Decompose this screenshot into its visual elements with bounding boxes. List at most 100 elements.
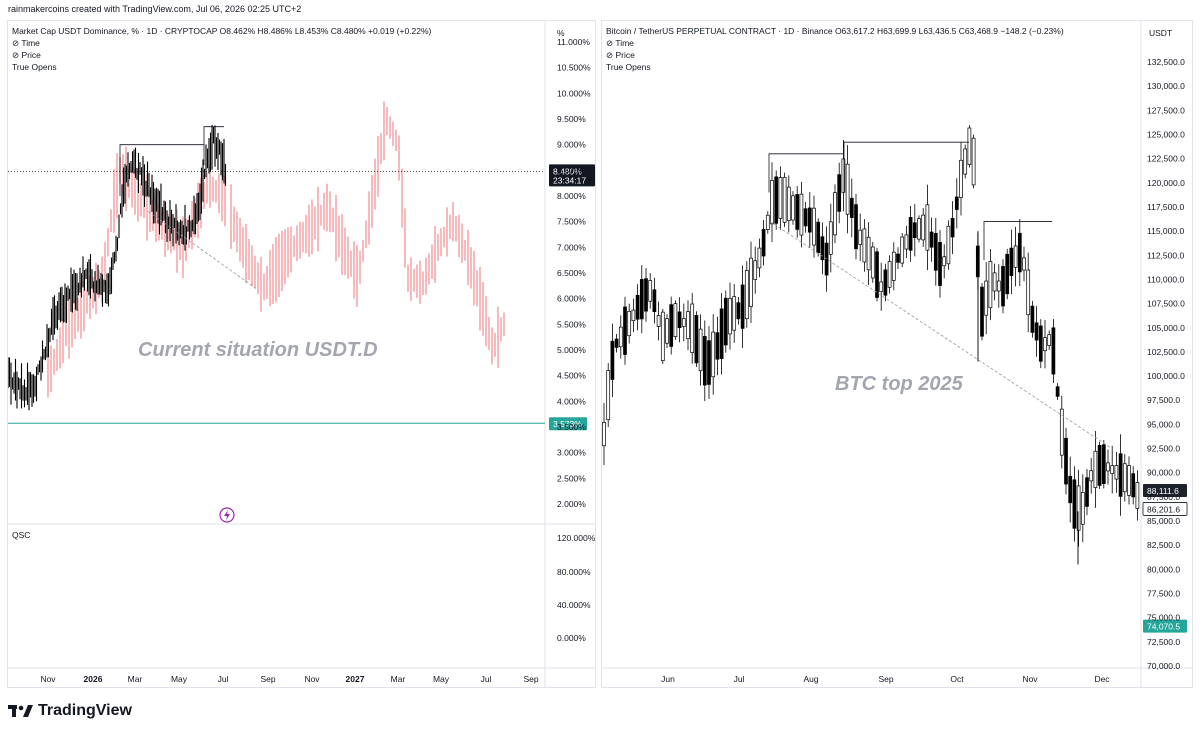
candle-body — [925, 204, 930, 251]
candle-body — [1030, 305, 1035, 333]
x-tick-label: 2027 — [346, 674, 365, 684]
legend-true-opens[interactable]: True Opens — [606, 62, 651, 72]
candle-body — [862, 228, 867, 263]
candle-body — [602, 422, 606, 447]
candle-body — [618, 326, 623, 348]
trend-line — [769, 221, 1113, 449]
y-tick-label: 127,500.0 — [1147, 105, 1185, 115]
sub-y-tick-label: 40.000% — [557, 600, 591, 610]
legend-price[interactable]: ⊘ Price — [12, 50, 41, 60]
candle-body — [887, 261, 892, 288]
y-tick-label: 3.000% — [557, 448, 586, 458]
y-tick-label: 6.000% — [557, 294, 586, 304]
brand-name: TradingView — [38, 702, 132, 719]
legend-time[interactable]: ⊘ Time — [12, 38, 40, 48]
candle-body — [707, 340, 711, 385]
candle-body — [669, 304, 674, 347]
candle-body — [736, 302, 741, 320]
candle-body — [1038, 325, 1043, 362]
x-tick-label: Sep — [878, 674, 893, 684]
candle-body — [891, 251, 896, 281]
candle-body — [828, 221, 833, 255]
candle-body — [635, 294, 640, 320]
candle-body — [694, 314, 699, 364]
candle-body — [933, 233, 938, 271]
candle-body — [1022, 257, 1026, 271]
candle-body — [879, 281, 884, 292]
sub-pane-label: QSC — [12, 530, 30, 540]
candle-body — [648, 280, 653, 302]
candle-body — [820, 236, 825, 261]
candle-body — [732, 296, 737, 331]
x-tick-label: Aug — [803, 674, 818, 684]
chart-annotation: BTC top 2025 — [835, 373, 964, 395]
candle-body — [690, 303, 695, 353]
candle-body — [1017, 232, 1022, 273]
candle-body — [849, 197, 854, 218]
sub-y-tick-label: 0.000% — [557, 633, 586, 643]
price-tag-bg — [549, 164, 595, 187]
candle-body — [807, 207, 812, 233]
true-open-line — [203, 126, 224, 166]
x-tick-label: May — [433, 674, 450, 684]
y-tick-label: 125,000.0 — [1147, 129, 1185, 139]
candle-body — [610, 340, 615, 380]
candle-body — [1106, 462, 1110, 472]
candle-body — [665, 318, 669, 344]
level-tag: 3.573% — [553, 419, 582, 429]
candle-body — [1009, 247, 1014, 276]
candle-body — [833, 192, 837, 236]
candle-body — [1072, 479, 1077, 529]
legend-true-opens[interactable]: True Opens — [12, 62, 57, 72]
candle-body — [816, 221, 821, 254]
candle-body — [980, 286, 984, 337]
y-tick-label: 75,000.0 — [1147, 613, 1180, 623]
x-tick-label: May — [171, 674, 188, 684]
x-tick-label: Dec — [1094, 674, 1110, 684]
candle-body — [1064, 437, 1068, 485]
tradingview-logo-icon — [8, 705, 33, 717]
y-tick-label: 9.000% — [557, 140, 586, 150]
y-tick-label: 70,000.0 — [1147, 661, 1180, 671]
y-tick-label: 85,000.0 — [1147, 516, 1180, 526]
candle-body — [778, 177, 783, 219]
true-open-line — [119, 144, 204, 196]
axis-unit: USDT — [1149, 28, 1172, 38]
y-tick-label: 77,500.0 — [1147, 589, 1180, 599]
y-tick-label: 80,000.0 — [1147, 564, 1180, 574]
candle-body — [765, 214, 770, 230]
left-header: Market Cap USDT Dominance, % · 1D · CRYP… — [12, 26, 432, 36]
legend-price[interactable]: ⊘ Price — [606, 50, 635, 60]
candle-body — [858, 229, 863, 245]
candle-body — [744, 269, 749, 320]
usdt-dominance-panel[interactable]: Current situation USDT.D 8.480% 23:34:17 3.… — [7, 20, 596, 688]
btc-chart[interactable]: BTC top 2025 88,111.6 86,201.6 74,070.5 132… — [602, 21, 1192, 687]
sub-y-tick-label: 80.000% — [557, 567, 591, 577]
candle-body — [929, 231, 934, 248]
candle-body — [1097, 445, 1102, 486]
candle-body — [841, 158, 846, 193]
candle-body — [959, 159, 963, 198]
candle-body — [1034, 322, 1039, 341]
candle-body — [917, 218, 921, 240]
btc-panel[interactable]: BTC top 2025 88,111.6 86,201.6 74,070.5 132… — [601, 20, 1193, 688]
candle-body — [946, 225, 951, 265]
candle-body — [1055, 386, 1060, 397]
left-legend: Market Cap USDT Dominance, % · 1D · CRYP… — [12, 25, 431, 73]
legend-time[interactable]: ⊘ Time — [606, 38, 634, 48]
candle-body — [782, 176, 787, 223]
candle-body — [644, 278, 648, 312]
tradingview-logo[interactable]: TradingView — [8, 702, 132, 720]
price-tag2: 86,201.6 — [1147, 504, 1180, 514]
y-tick-label: 117,500.0 — [1147, 202, 1184, 212]
candle-body — [1114, 465, 1119, 480]
y-tick-label: 97,500.0 — [1147, 395, 1180, 405]
candle-body — [1047, 334, 1052, 346]
y-tick-label: 82,500.0 — [1147, 540, 1180, 550]
lightning-icon — [224, 510, 230, 520]
usdt-dominance-chart[interactable]: Current situation USDT.D 8.480%23:34:17 3.… — [8, 21, 595, 687]
candle-body — [1122, 463, 1127, 493]
candle-body — [1068, 475, 1073, 504]
candle-body — [803, 208, 808, 227]
candle-body — [702, 336, 707, 386]
